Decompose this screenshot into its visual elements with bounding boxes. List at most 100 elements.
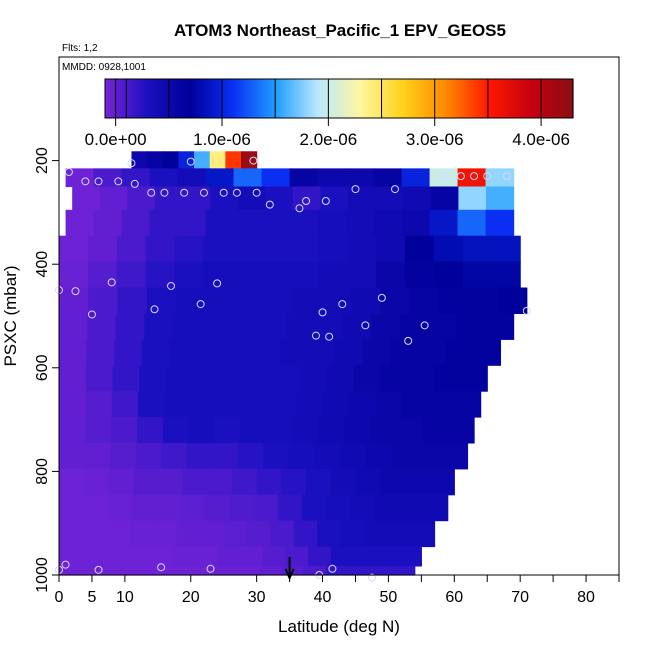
colorbar-frame xyxy=(104,78,574,119)
colorbar-swatch xyxy=(441,79,445,118)
heatmap-cell xyxy=(170,565,194,576)
colorbar-swatch xyxy=(148,79,153,118)
observation-point xyxy=(483,172,492,181)
plot-frame xyxy=(58,56,620,576)
observation-point xyxy=(249,156,258,165)
heatmap-cell xyxy=(146,287,177,315)
heatmap-cell xyxy=(430,186,460,211)
heatmap-cell xyxy=(194,151,211,169)
colorbar-swatch xyxy=(277,79,282,118)
heatmap-cell xyxy=(65,168,95,188)
heatmap-cell xyxy=(205,209,235,237)
heatmap-cell xyxy=(351,287,382,315)
heatmap-cell xyxy=(138,391,166,418)
heatmap-cell xyxy=(105,520,131,548)
colorbar-swatch xyxy=(456,79,460,118)
heatmap-cell xyxy=(429,468,455,496)
heatmap-cell xyxy=(149,209,179,237)
colorbar-swatch xyxy=(353,79,358,118)
heatmap-cell xyxy=(491,235,521,263)
y-tick-label: 1000 xyxy=(34,557,51,593)
heatmap-cell xyxy=(326,494,352,522)
observation-point xyxy=(328,564,337,573)
heatmap-cell xyxy=(347,261,377,289)
heatmap-cell xyxy=(296,391,324,418)
heatmap-cell xyxy=(468,287,499,315)
heatmap-cell xyxy=(374,494,400,522)
heatmap-cell xyxy=(261,168,291,188)
colorbar-swatch xyxy=(567,79,571,118)
heatmap-cell xyxy=(396,417,423,444)
heatmap-cell xyxy=(188,417,216,444)
colorbar-swatch xyxy=(526,79,530,118)
heatmap-cell xyxy=(353,365,381,392)
colorbar-swatch xyxy=(189,79,194,118)
colorbar-swatch xyxy=(154,79,159,118)
x-tick-label: 40 xyxy=(314,589,332,606)
heatmap-cell xyxy=(416,442,443,470)
colorbar-swatch xyxy=(537,79,542,118)
heatmap-cell xyxy=(307,339,336,366)
heatmap-cell xyxy=(322,287,352,315)
colorbar-swatch xyxy=(292,79,296,118)
x-tick-label: 10 xyxy=(116,589,134,606)
colorbar-swatch xyxy=(400,79,404,118)
x-tick-label: 0 xyxy=(55,589,64,606)
heatmap-cell xyxy=(375,391,403,418)
observation-point xyxy=(456,172,465,181)
heatmap-cell xyxy=(260,261,291,289)
heatmap-cell xyxy=(334,339,364,366)
colorbar-tick-label: 1.0e-06 xyxy=(193,130,251,149)
heatmap-cell xyxy=(462,235,492,263)
heatmap-cell xyxy=(177,209,207,237)
observation-point xyxy=(440,172,449,181)
heatmap-cell xyxy=(353,546,377,567)
heatmap-cell xyxy=(279,339,308,366)
heatmap-cell xyxy=(229,313,259,340)
heatmap-cell xyxy=(126,546,151,567)
colorbar-swatch xyxy=(391,79,396,118)
heatmap-cell xyxy=(362,339,391,366)
observation-point xyxy=(180,188,189,197)
colorbar-swatch xyxy=(485,79,489,118)
heatmap-cell xyxy=(127,186,156,211)
colorbar-swatch xyxy=(494,79,498,118)
heatmap-cell xyxy=(176,520,201,548)
heatmap-cell xyxy=(103,565,127,576)
heatmap-cell xyxy=(72,186,101,211)
colorbar-swatch xyxy=(201,79,206,118)
colorbar-swatch xyxy=(260,79,264,118)
heatmap-cell xyxy=(317,520,342,548)
heatmap-cell xyxy=(59,565,82,576)
heatmap-cell xyxy=(210,186,239,211)
latitude-marker xyxy=(284,557,295,581)
colorbar-swatch xyxy=(511,79,516,118)
colorbar-swatch xyxy=(169,79,173,118)
colorbar-swatch xyxy=(403,79,407,118)
colorbar-swatch xyxy=(195,79,200,118)
heatmap-cell xyxy=(139,365,167,392)
heatmap-cell xyxy=(399,494,425,522)
heatmap-cell xyxy=(344,417,371,444)
colorbar-swatch xyxy=(496,79,501,118)
heatmap-cell xyxy=(192,365,221,392)
colorbar-tick-label: 0.0e+00 xyxy=(85,130,147,149)
colorbar-swatch xyxy=(464,79,469,118)
observation-point xyxy=(302,197,311,205)
colorbar-swatch xyxy=(453,79,457,118)
heatmap-cell xyxy=(59,313,89,340)
heatmap-cell xyxy=(387,520,412,548)
colorbar-swatch xyxy=(289,79,293,118)
colorbar-swatch xyxy=(546,79,551,118)
heatmap-cell xyxy=(456,313,486,340)
heatmap-cell xyxy=(339,442,366,470)
colorbar-swatch xyxy=(558,79,562,118)
colorbar-swatch xyxy=(359,79,363,118)
observation-point xyxy=(114,177,123,186)
heatmap-cell xyxy=(87,235,118,263)
heatmap-cell xyxy=(401,168,431,188)
colorbar-swatch xyxy=(248,79,252,118)
heatmap-cell xyxy=(114,339,143,366)
heatmap-cell xyxy=(166,365,194,392)
observation-point xyxy=(61,560,70,569)
